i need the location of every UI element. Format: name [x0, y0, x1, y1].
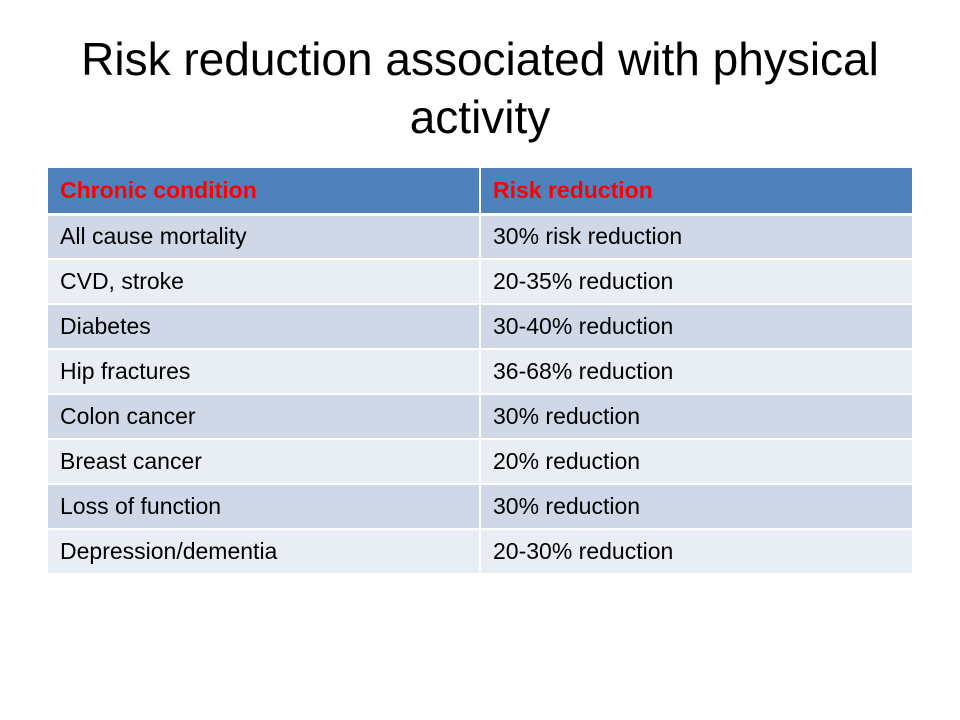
condition-cell: Breast cancer [48, 439, 481, 485]
condition-cell: Loss of function [48, 484, 481, 530]
reduction-cell: 30% reduction [480, 484, 912, 530]
reduction-cell: 30% risk reduction [480, 214, 912, 260]
condition-cell: Colon cancer [48, 394, 481, 440]
header-risk-reduction: Risk reduction [480, 168, 912, 216]
condition-cell: Diabetes [48, 304, 481, 350]
table-row: Depression/dementia 20-30% reduction [48, 529, 912, 575]
table-header-row: Chronic condition Risk reduction [48, 168, 912, 216]
reduction-cell: 20-30% reduction [480, 529, 912, 575]
reduction-cell: 30-40% reduction [480, 304, 912, 350]
table-row: Diabetes 30-40% reduction [48, 304, 912, 350]
reduction-cell: 20-35% reduction [480, 259, 912, 305]
table-row: Breast cancer 20% reduction [48, 439, 912, 485]
table-row: Loss of function 30% reduction [48, 484, 912, 530]
header-chronic-condition: Chronic condition [48, 168, 481, 216]
table-row: Hip fractures 36-68% reduction [48, 349, 912, 395]
condition-cell: All cause mortality [48, 214, 481, 260]
condition-cell: CVD, stroke [48, 259, 481, 305]
table-row: CVD, stroke 20-35% reduction [48, 259, 912, 305]
condition-cell: Hip fractures [48, 349, 481, 395]
table-row: All cause mortality 30% risk reduction [48, 214, 912, 260]
reduction-cell: 20% reduction [480, 439, 912, 485]
condition-cell: Depression/dementia [48, 529, 481, 575]
reduction-cell: 30% reduction [480, 394, 912, 440]
reduction-cell: 36-68% reduction [480, 349, 912, 395]
slide-title: Risk reduction associated with physical … [81, 33, 879, 143]
table-row: Colon cancer 30% reduction [48, 394, 912, 440]
risk-reduction-table: Chronic condition Risk reduction All cau… [48, 168, 912, 575]
